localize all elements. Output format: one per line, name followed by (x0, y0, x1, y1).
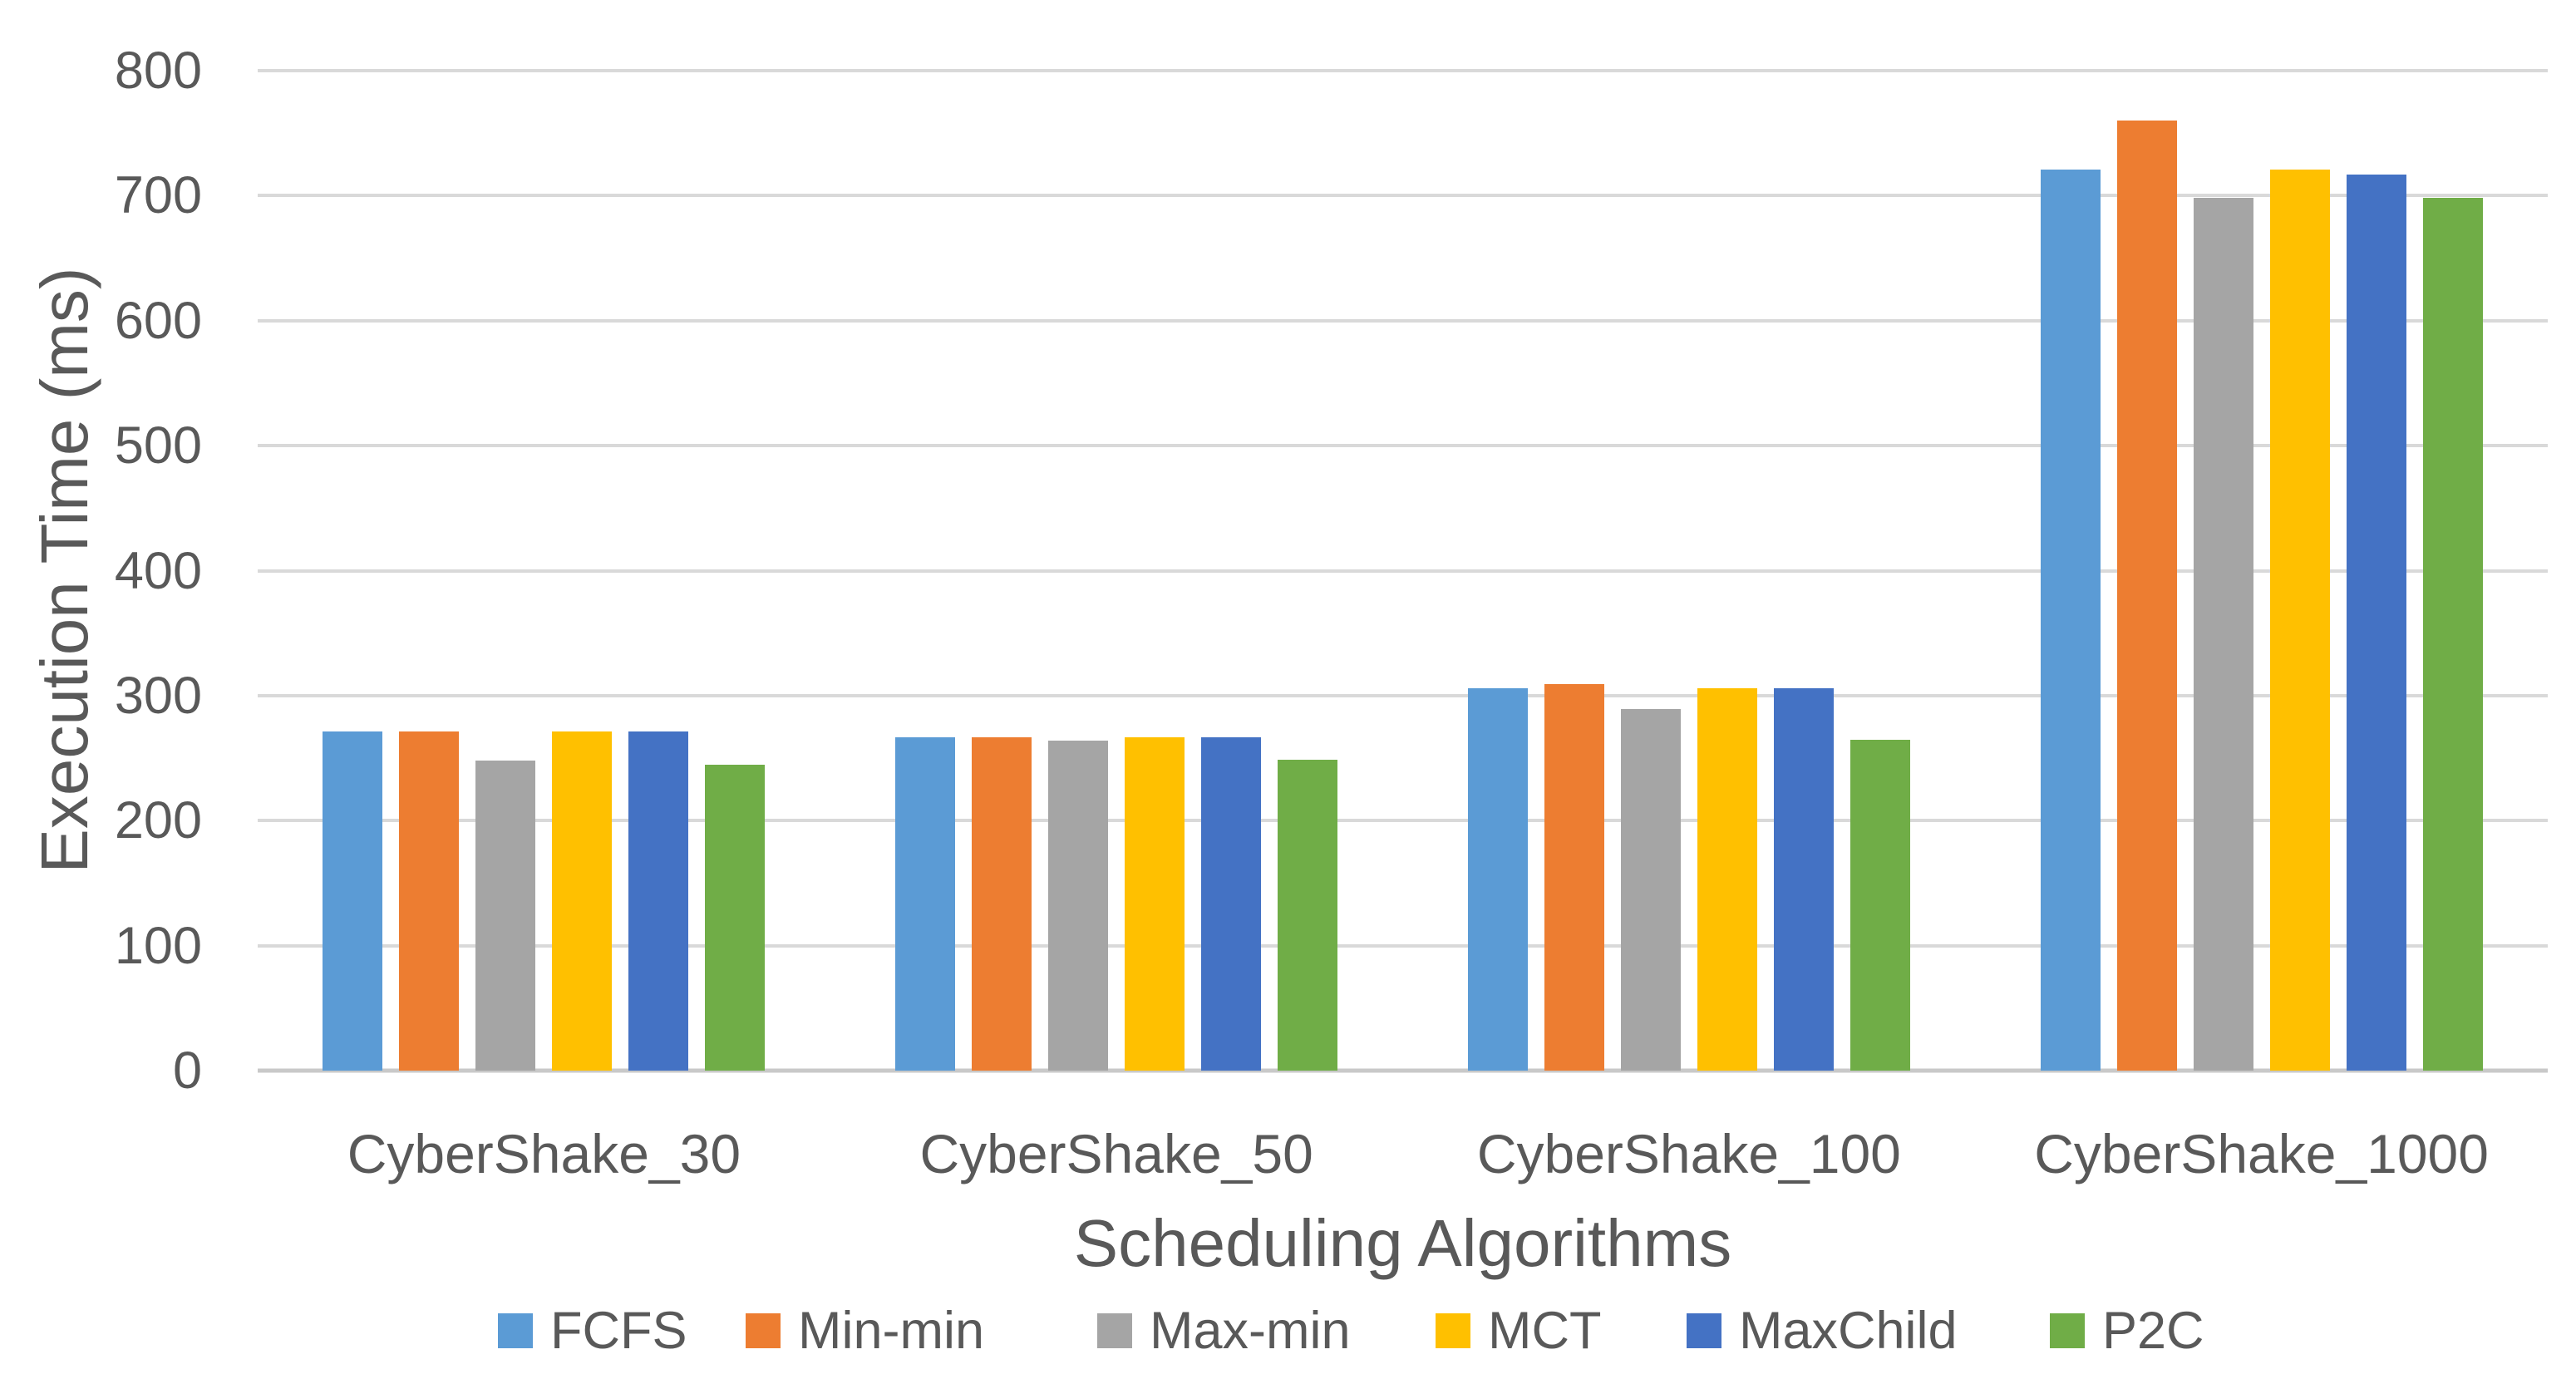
legend-item-maxchild: MaxChild (1687, 1302, 1958, 1360)
bar-max-min-cybershake-100 (1620, 709, 1681, 1071)
bar-p2c-cybershake-100 (1849, 739, 1910, 1071)
gridline-700 (258, 194, 2548, 198)
bar-fcfs-cybershake-50 (895, 736, 956, 1071)
y-tick-label-600: 600 (114, 291, 202, 350)
x-axis-title: Scheduling Algorithms (1073, 1206, 1732, 1280)
bar-mct-cybershake-30 (552, 731, 613, 1071)
bar-mct-cybershake-1000 (2269, 169, 2330, 1071)
legend-item-min-min: Min-min (746, 1302, 985, 1360)
bar-group-cybershake-1000 (1975, 71, 2548, 1071)
legend-item-p2c: P2C (2050, 1302, 2204, 1360)
bar-mct-cybershake-50 (1125, 736, 1185, 1071)
legend-swatch-fcfs (498, 1313, 533, 1348)
bar-min-min-cybershake-100 (1544, 684, 1604, 1071)
legend-item-mct: MCT (1436, 1302, 1602, 1360)
gridline-200 (258, 819, 2548, 823)
legend-item-fcfs: FCFS (498, 1302, 687, 1360)
bar-maxchild-cybershake-1000 (2346, 174, 2406, 1071)
bar-p2c-cybershake-50 (1278, 759, 1338, 1071)
x-category-label-cybershake-50: CyberShake_50 (919, 1123, 1313, 1184)
bar-fcfs-cybershake-100 (1467, 687, 1528, 1071)
legend-swatch-max-min (1097, 1313, 1132, 1348)
y-tick-label-200: 200 (114, 791, 202, 850)
gridline-300 (258, 693, 2548, 697)
legend-label-min-min: Min-min (798, 1302, 985, 1360)
bar-max-min-cybershake-1000 (2193, 198, 2253, 1071)
y-tick-label-0: 0 (172, 1042, 202, 1100)
legend-item-max-min: Max-min (1097, 1302, 1351, 1360)
x-category-label-cybershake-100: CyberShake_100 (1476, 1123, 1901, 1184)
y-tick-label-700: 700 (114, 166, 202, 225)
bar-fcfs-cybershake-30 (323, 731, 383, 1071)
bar-max-min-cybershake-30 (475, 761, 536, 1071)
bar-maxchild-cybershake-50 (1201, 736, 1262, 1071)
bar-fcfs-cybershake-1000 (2040, 169, 2101, 1071)
legend-swatch-mct (1436, 1313, 1470, 1348)
legend-label-mct: MCT (1488, 1302, 1602, 1360)
bar-max-min-cybershake-50 (1048, 741, 1109, 1071)
gridline-800 (258, 69, 2548, 72)
bar-group-cybershake-100 (1403, 71, 1976, 1071)
legend-label-max-min: Max-min (1150, 1302, 1351, 1360)
x-category-label-cybershake-1000: CyberShake_1000 (2034, 1123, 2489, 1184)
y-tick-label-800: 800 (114, 42, 202, 100)
legend-label-maxchild: MaxChild (1739, 1302, 1958, 1360)
legend-swatch-maxchild (1687, 1313, 1721, 1348)
gridline-500 (258, 444, 2548, 448)
y-tick-label-500: 500 (114, 416, 202, 475)
gridline-600 (258, 318, 2548, 323)
bar-p2c-cybershake-30 (705, 764, 766, 1071)
bar-mct-cybershake-100 (1697, 687, 1757, 1071)
bar-maxchild-cybershake-100 (1773, 687, 1834, 1071)
gridline-100 (258, 943, 2548, 948)
y-tick-label-300: 300 (114, 666, 202, 725)
legend-label-p2c: P2C (2102, 1302, 2204, 1360)
bar-group-cybershake-50 (830, 71, 1403, 1071)
bar-maxchild-cybershake-30 (628, 731, 689, 1071)
bar-min-min-cybershake-30 (399, 731, 460, 1071)
gridline-400 (258, 569, 2548, 573)
gridline-0 (258, 1068, 2548, 1073)
x-category-label-cybershake-30: CyberShake_30 (347, 1123, 741, 1184)
bar-group-cybershake-30 (258, 71, 830, 1071)
legend-label-fcfs: FCFS (550, 1302, 687, 1360)
legend-swatch-p2c (2050, 1313, 2085, 1348)
y-tick-label-100: 100 (114, 916, 202, 975)
legend-swatch-min-min (746, 1313, 781, 1348)
bar-p2c-cybershake-1000 (2422, 198, 2483, 1071)
bar-min-min-cybershake-1000 (2116, 121, 2177, 1071)
plot-area (258, 69, 2548, 1073)
y-tick-label-400: 400 (114, 541, 202, 600)
bar-min-min-cybershake-50 (972, 736, 1032, 1071)
